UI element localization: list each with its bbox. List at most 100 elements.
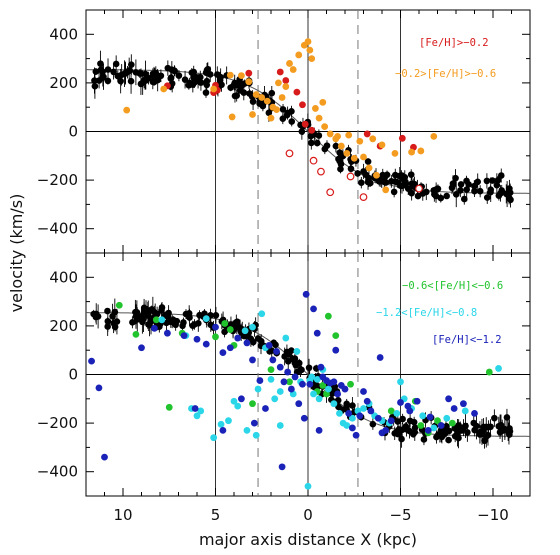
data-point-black <box>231 92 239 100</box>
data-point <box>341 385 349 393</box>
y-tick-label: 200 <box>49 74 78 92</box>
data-point <box>212 323 219 331</box>
data-point <box>445 395 452 403</box>
data-point <box>202 340 210 348</box>
data-point <box>356 137 364 145</box>
data-point <box>308 373 316 381</box>
data-point <box>304 38 312 45</box>
data-point <box>352 431 360 439</box>
data-point <box>286 60 293 67</box>
data-point <box>258 94 266 101</box>
data-point <box>319 98 327 106</box>
x-axis-label: major axis distance X (kpc) <box>199 530 417 549</box>
data-point <box>249 356 256 364</box>
data-point-black <box>109 312 116 320</box>
data-point-black <box>190 74 197 81</box>
data-point <box>360 153 367 161</box>
data-point-black <box>203 81 211 89</box>
data-point-black <box>414 192 422 200</box>
data-point <box>398 134 406 142</box>
data-point-black <box>212 311 220 319</box>
data-point <box>293 88 301 96</box>
data-point-black <box>432 192 440 200</box>
data-point <box>295 400 303 408</box>
data-point <box>417 147 425 155</box>
data-point <box>365 164 373 172</box>
data-point-black <box>197 79 205 86</box>
data-point <box>243 339 251 347</box>
x-tick-label: −5 <box>389 506 411 524</box>
data-point-black <box>323 142 331 149</box>
data-point-black <box>128 61 135 68</box>
data-point <box>282 334 290 342</box>
data-point-black <box>100 73 107 81</box>
data-point-black <box>480 423 487 431</box>
data-point <box>160 85 168 93</box>
data-point <box>434 417 441 425</box>
data-point <box>419 412 427 420</box>
data-point-black <box>308 139 315 147</box>
data-point-black <box>186 79 193 87</box>
data-point <box>287 385 295 393</box>
data-point <box>336 409 343 417</box>
data-point-black <box>288 347 295 354</box>
data-point <box>267 375 275 383</box>
y-tick-label: −200 <box>37 171 78 189</box>
data-point-black <box>95 77 103 84</box>
data-point-black <box>297 366 304 374</box>
data-point <box>330 378 338 386</box>
data-point-black <box>216 77 224 84</box>
data-point-hollow <box>415 184 423 193</box>
y-tick-label: −200 <box>37 414 78 432</box>
data-point-black <box>181 76 189 83</box>
data-point-black <box>483 177 491 185</box>
y-tick-label: 0 <box>68 123 78 141</box>
data-point-black <box>165 309 172 317</box>
data-point <box>263 97 271 105</box>
data-point <box>330 400 338 408</box>
data-point <box>345 131 353 139</box>
data-point <box>332 346 340 354</box>
data-point <box>315 426 323 434</box>
data-point <box>324 312 332 320</box>
data-point-black <box>364 158 372 165</box>
top-panel: 400 200 0 −200 −400 [Fe/H]>−0.2 −0.2>[Fe/H]>−0… <box>37 9 531 254</box>
data-point-black <box>397 182 404 190</box>
data-point-black <box>452 174 459 182</box>
data-point-black <box>249 98 257 105</box>
data-point-black <box>117 77 124 85</box>
data-point-black <box>234 318 241 326</box>
data-point <box>210 434 218 442</box>
data-point <box>123 106 131 114</box>
data-point-black <box>445 436 452 444</box>
data-point-black <box>463 186 470 193</box>
data-point-black <box>221 328 228 336</box>
data-point-black <box>129 319 136 326</box>
data-point-black <box>91 77 98 84</box>
data-point-black <box>110 68 117 76</box>
data-point-black <box>434 185 442 193</box>
data-point <box>334 390 341 398</box>
data-point <box>373 171 380 179</box>
data-point-black <box>463 177 470 185</box>
data-point-black <box>237 82 245 90</box>
data-point-black <box>409 430 417 438</box>
data-point <box>278 94 286 101</box>
y-tick-label: −400 <box>37 463 78 481</box>
data-point <box>315 395 323 403</box>
data-point-black <box>104 317 112 325</box>
data-point <box>180 332 188 340</box>
data-point-black <box>503 190 511 198</box>
data-point-black <box>390 188 398 196</box>
data-point-black <box>138 313 145 320</box>
data-point <box>460 400 467 408</box>
data-point-black <box>97 60 104 67</box>
data-point <box>450 405 458 412</box>
data-point-black <box>443 192 450 200</box>
bottom-panel: 400 200 0 −200 −400 10 5 0 −5 −10 −0.6<[Fe/H]<−0.6… <box>37 252 531 524</box>
data-point <box>374 414 382 422</box>
data-point <box>265 341 273 349</box>
data-point <box>138 344 145 352</box>
data-point-hollow <box>359 193 368 202</box>
data-point <box>306 46 314 54</box>
